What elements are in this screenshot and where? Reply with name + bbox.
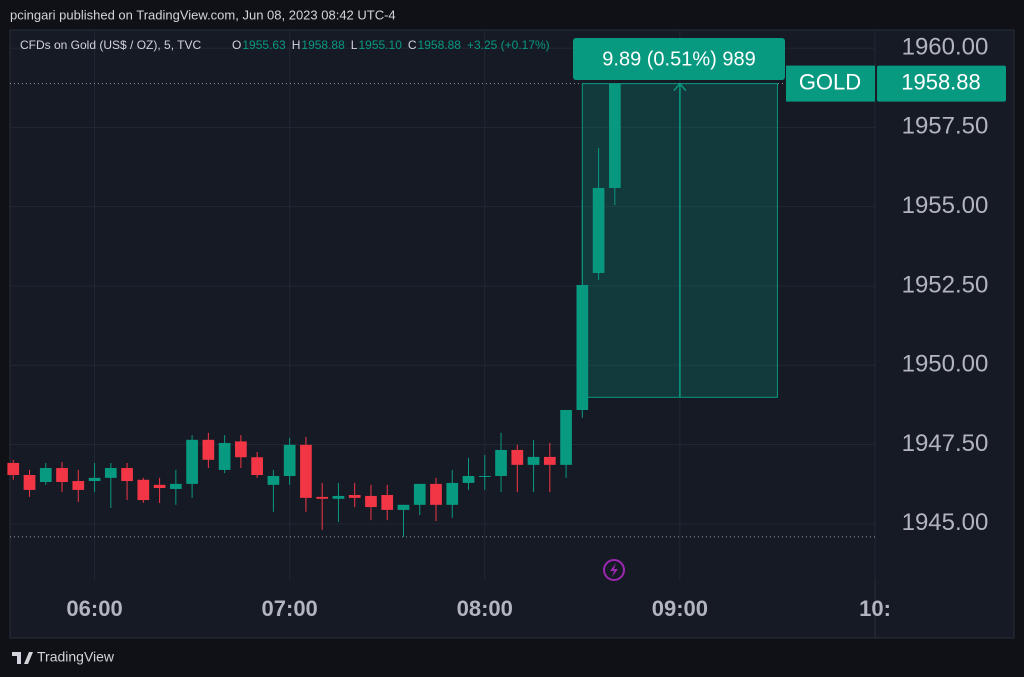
candle-body xyxy=(608,83,621,188)
brand: TradingView xyxy=(37,649,115,665)
x-tick-label: 06:00 xyxy=(66,596,122,621)
y-tick-label: 1960.00 xyxy=(902,33,989,60)
candle-body xyxy=(511,449,524,465)
candle-body xyxy=(88,477,101,482)
legend-value: 1955.63 xyxy=(242,38,286,52)
candle-body xyxy=(121,468,133,482)
candle-body xyxy=(365,495,377,508)
candle-body xyxy=(381,494,394,510)
candle-body xyxy=(267,475,280,485)
chart-panel xyxy=(9,29,1015,639)
candle-body xyxy=(153,484,166,489)
event-icon xyxy=(603,559,625,581)
candle-body xyxy=(332,495,345,499)
y-tick-label: 1957.50 xyxy=(902,113,989,140)
candle-body xyxy=(592,187,605,273)
y-tick-label: 1955.00 xyxy=(902,192,989,219)
candle-body xyxy=(186,439,198,484)
x-tick-label: 09:00 xyxy=(652,596,708,621)
measure-label: 9.89 (0.51%) 989 xyxy=(602,48,755,70)
legend-change: +3.25 (+0.17%) xyxy=(467,38,550,52)
y-tick-label: 1950.00 xyxy=(902,351,989,378)
candle-body xyxy=(316,496,329,499)
candle-body xyxy=(462,475,475,483)
candle-body xyxy=(104,468,117,478)
y-tick-label: 1947.50 xyxy=(902,430,989,457)
candle-body xyxy=(283,444,296,476)
candle-body xyxy=(39,468,52,482)
legend-key: L xyxy=(351,38,358,52)
candle-body xyxy=(397,504,410,510)
measure-arrow-head xyxy=(673,82,687,92)
candle-body xyxy=(72,481,85,490)
candle-body xyxy=(300,444,312,498)
legend-value: 1955.10 xyxy=(358,38,402,52)
x-tick-label: 08:00 xyxy=(457,596,513,621)
candle-body xyxy=(169,483,182,489)
legend-key: C xyxy=(408,38,417,52)
candle-body xyxy=(56,468,68,482)
y-tick-label: 1952.50 xyxy=(902,271,989,298)
legend-value: 1958.88 xyxy=(418,38,462,52)
ticker-label: GOLD xyxy=(799,69,861,94)
candle-body xyxy=(560,409,572,465)
candle-body xyxy=(413,483,426,505)
brand-logo xyxy=(12,652,33,664)
candle-body xyxy=(251,457,263,476)
candle-body xyxy=(202,439,215,460)
last-price-label: 1958.88 xyxy=(901,69,981,94)
legend-key: H xyxy=(292,38,301,52)
symbol: CFDs on Gold (US$ / OZ), 5, TVC xyxy=(20,38,201,52)
candle-body xyxy=(446,482,459,505)
ticker-tag xyxy=(786,65,875,102)
candle-body xyxy=(527,456,540,465)
byline: pcingari published on TradingView.com, J… xyxy=(10,7,396,22)
candle-body xyxy=(218,442,231,470)
candle-body xyxy=(7,462,20,476)
candle-body xyxy=(23,475,36,490)
y-tick-label: 1945.00 xyxy=(902,509,989,536)
price-tag xyxy=(877,65,1006,102)
candle-body xyxy=(430,483,442,505)
candle-body xyxy=(348,494,361,498)
overlay: 9.89 (0.51%) 989 GOLD 1958.88 xyxy=(10,38,1006,538)
legend-key: O xyxy=(232,38,241,52)
candle-body xyxy=(495,449,507,476)
legend-value: 1958.88 xyxy=(301,38,345,52)
measure-label-box xyxy=(573,38,785,80)
x-tick-label: 07:00 xyxy=(262,596,318,621)
candle-body xyxy=(137,479,150,501)
candle-body xyxy=(235,441,247,458)
candle-body xyxy=(478,475,491,477)
candle-body xyxy=(543,456,556,465)
x-tick-label: 10: xyxy=(859,596,891,621)
